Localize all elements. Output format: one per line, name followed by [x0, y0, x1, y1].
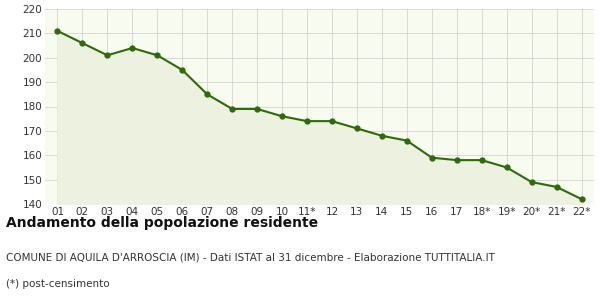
Text: Andamento della popolazione residente: Andamento della popolazione residente: [6, 216, 318, 230]
Text: (*) post-censimento: (*) post-censimento: [6, 279, 110, 289]
Text: COMUNE DI AQUILA D'ARROSCIA (IM) - Dati ISTAT al 31 dicembre - Elaborazione TUTT: COMUNE DI AQUILA D'ARROSCIA (IM) - Dati …: [6, 252, 495, 262]
